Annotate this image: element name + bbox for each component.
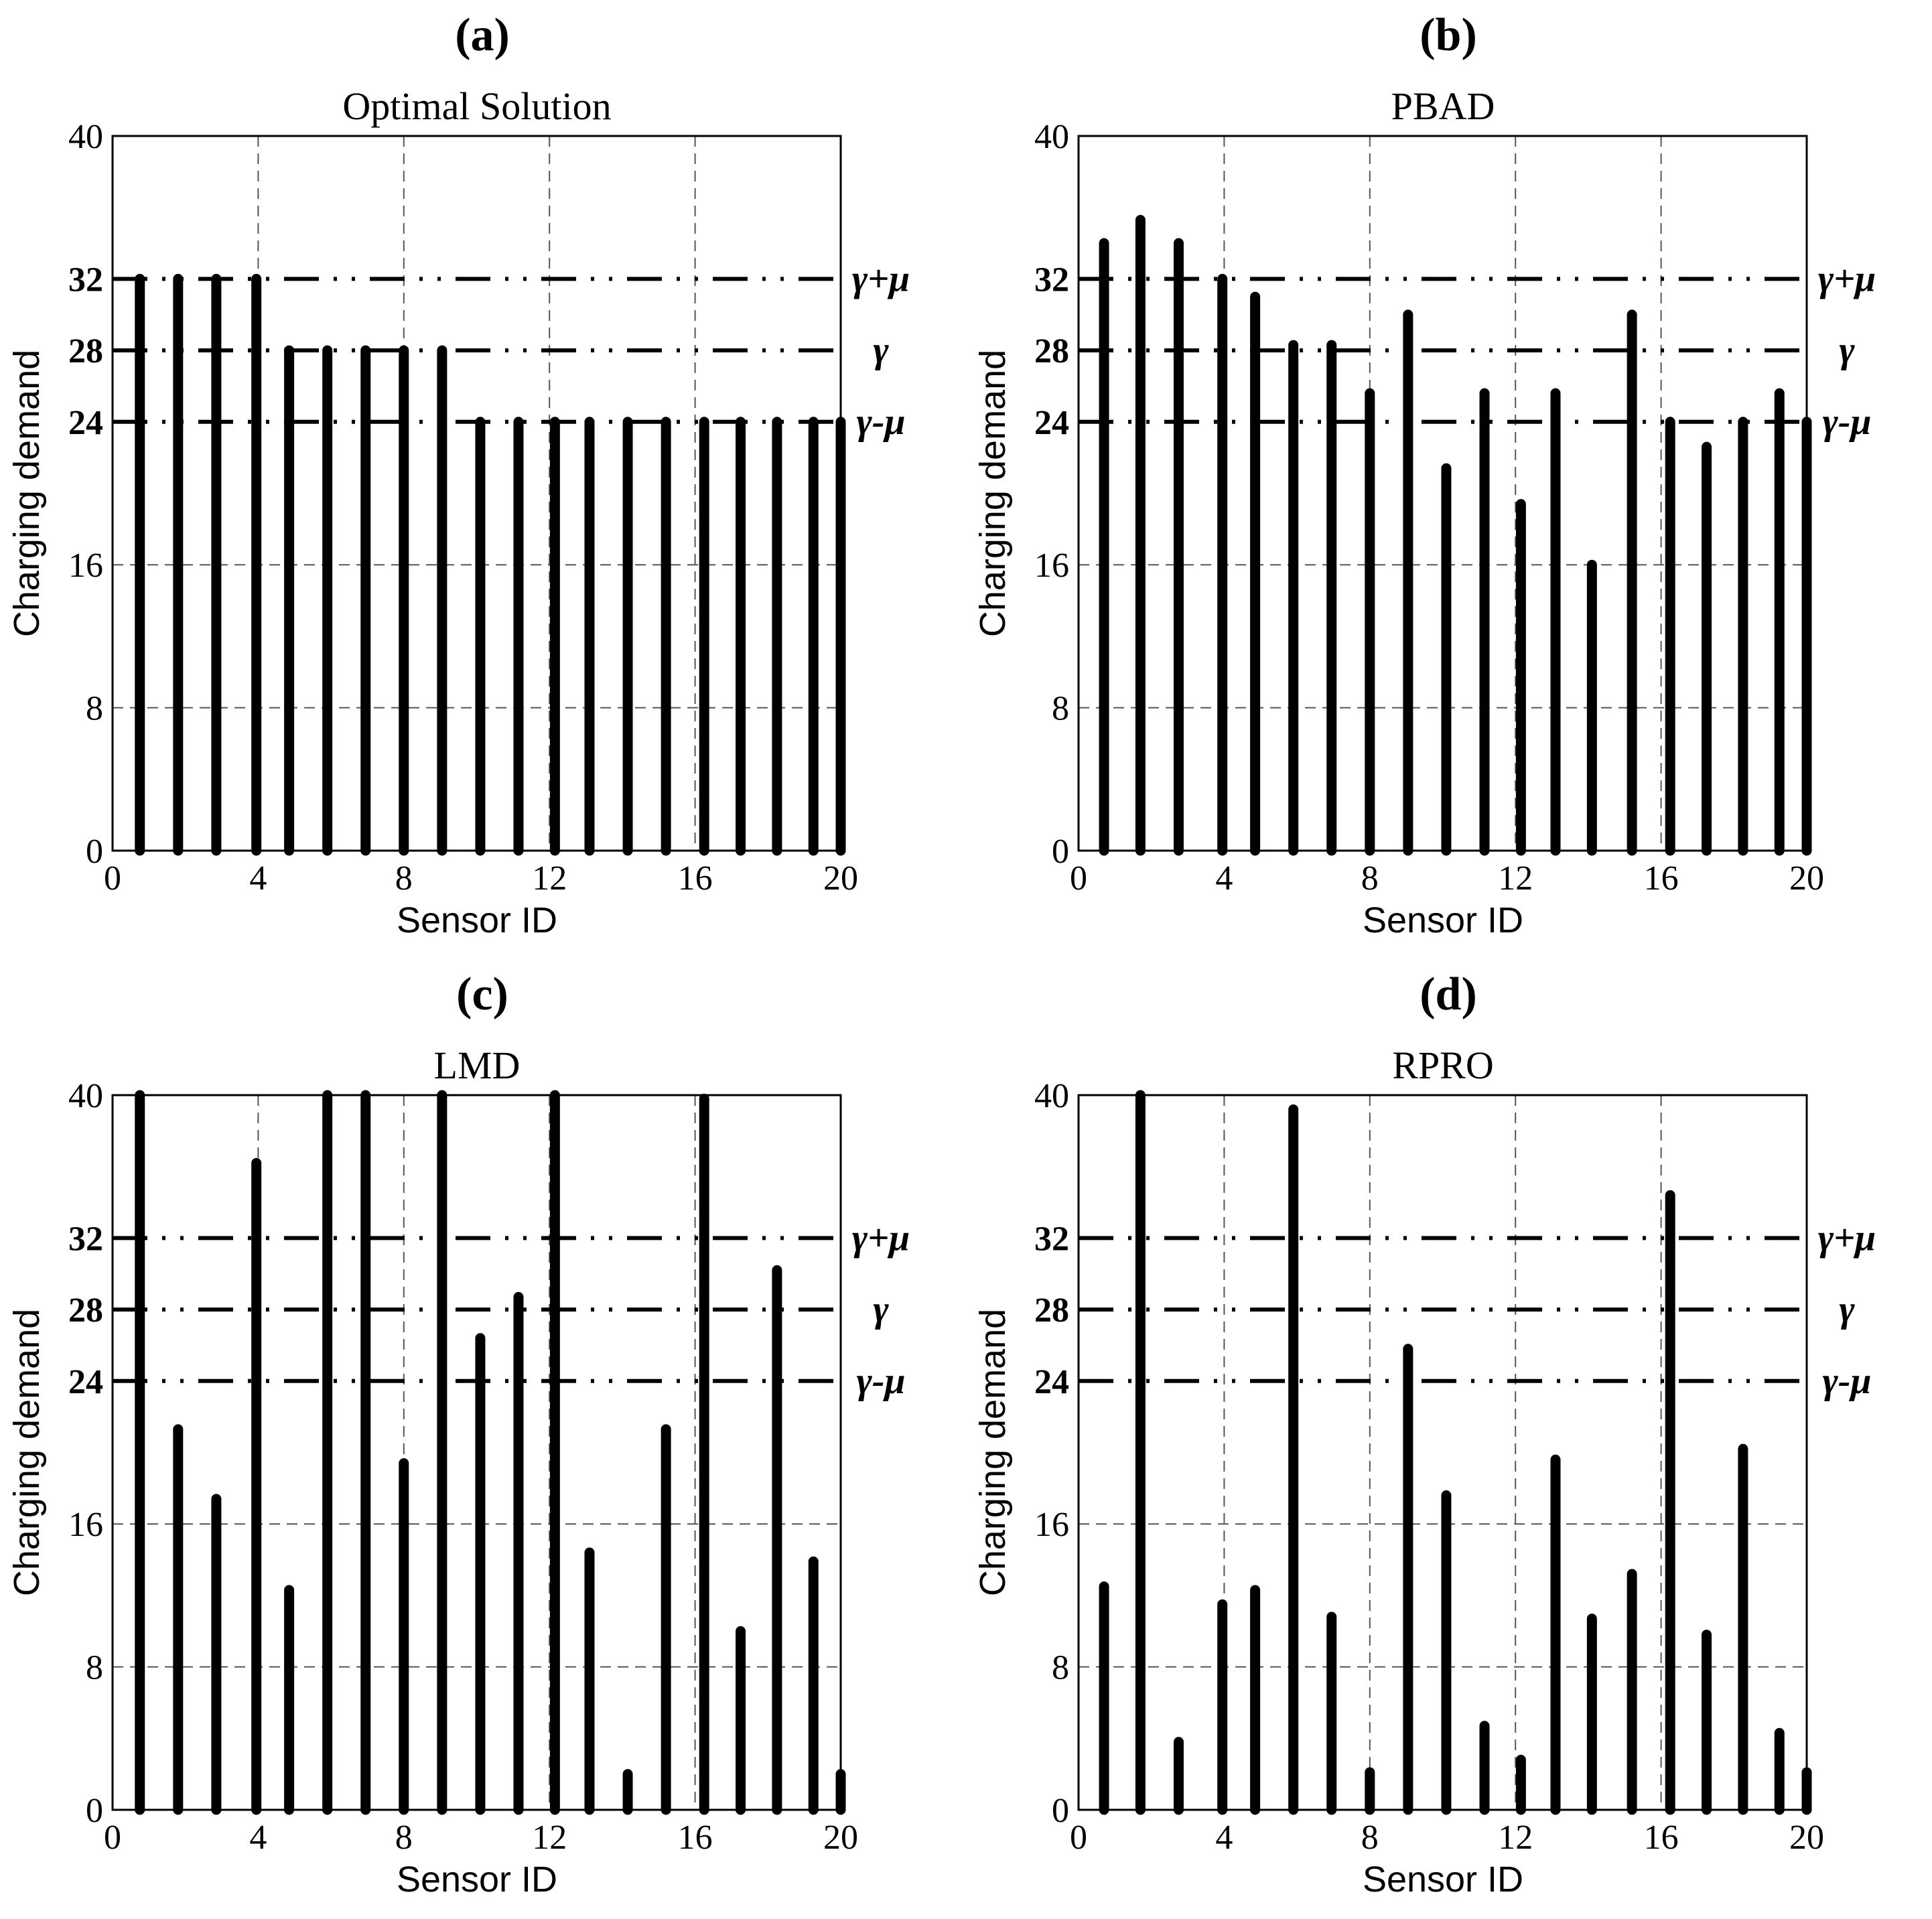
reference-label: γ <box>1839 1289 1855 1330</box>
x-tick-label: 12 <box>532 859 567 898</box>
y-tick-label: 16 <box>68 547 103 585</box>
x-tick-label: 0 <box>1070 1819 1087 1857</box>
y-tick-label: 8 <box>1052 690 1069 728</box>
x-tick-label: 16 <box>1644 859 1679 898</box>
y-tick-label: 0 <box>1052 833 1069 871</box>
chart-title: LMD <box>434 1044 521 1087</box>
chart-panel-d: (d) RPRO γ+μ γ γ-μ 0 4 8 12 16 20 0 8 16 24 28 32 40 Senso… <box>966 959 1932 1918</box>
chart-title: Optimal Solution <box>342 84 611 128</box>
x-tick-label: 4 <box>249 859 267 898</box>
x-axis-label: Sensor ID <box>1363 900 1523 940</box>
y-tick-label: 40 <box>68 1077 103 1115</box>
reference-label: γ <box>1839 330 1855 371</box>
x-tick-label: 8 <box>1361 1819 1379 1857</box>
x-tick-label: 16 <box>1644 1819 1679 1857</box>
x-tick-label: 12 <box>532 1819 567 1857</box>
x-tick-label: 4 <box>249 1819 267 1857</box>
plot-frame <box>111 135 842 852</box>
y-tick-label: 8 <box>86 690 103 728</box>
y-tick-label: 40 <box>1034 1077 1069 1115</box>
chart-panel-b: (b) PBAD γ+μ γ γ-μ 0 4 8 12 16 20 0 8 16 24 28 32 40 Senso… <box>966 0 1932 959</box>
y-axis-label: Charging demand <box>7 350 47 637</box>
reference-label: γ-μ <box>1822 1360 1871 1402</box>
x-tick-label: 8 <box>395 859 413 898</box>
y-tick-label: 24 <box>1034 1363 1069 1401</box>
x-tick-label: 4 <box>1215 1819 1233 1857</box>
chart-svg: (a) Optimal Solution γ+μ γ γ-μ 0 4 8 12 16 20 0 8 16 2… <box>7 9 910 940</box>
reference-label: γ <box>873 1289 889 1330</box>
reference-label: γ+μ <box>852 258 910 299</box>
reference-label: γ-μ <box>856 401 905 443</box>
y-tick-label: 16 <box>1034 1506 1069 1544</box>
x-axis-label: Sensor ID <box>1363 1859 1523 1900</box>
x-tick-label: 20 <box>1789 1819 1824 1857</box>
x-tick-label: 0 <box>104 859 121 898</box>
y-tick-label: 0 <box>86 833 103 871</box>
x-axis-label: Sensor ID <box>397 1859 557 1900</box>
y-tick-label: 28 <box>68 332 103 370</box>
panel-label: (c) <box>456 969 508 1020</box>
panel-label: (a) <box>455 9 510 61</box>
chart-svg: (d) RPRO γ+μ γ γ-μ 0 4 8 12 16 20 0 8 16 24 28 32 40 Senso… <box>973 969 1876 1900</box>
x-tick-label: 20 <box>1789 859 1824 898</box>
reference-label: γ-μ <box>856 1360 905 1402</box>
panel-label: (b) <box>1420 9 1477 61</box>
x-tick-label: 20 <box>823 859 858 898</box>
plot-frame <box>1077 135 1808 852</box>
y-tick-label: 0 <box>86 1792 103 1830</box>
panel-label: (d) <box>1420 969 1477 1020</box>
plot-frame <box>1077 1094 1808 1811</box>
reference-label: γ+μ <box>1818 1217 1876 1259</box>
reference-label: γ+μ <box>1818 258 1876 299</box>
y-tick-label: 0 <box>1052 1792 1069 1830</box>
y-axis-label: Charging demand <box>973 1309 1013 1596</box>
reference-label: γ+μ <box>852 1217 910 1259</box>
y-tick-label: 8 <box>86 1649 103 1687</box>
y-tick-label: 8 <box>1052 1649 1069 1687</box>
x-tick-label: 8 <box>1361 859 1379 898</box>
reference-label: γ-μ <box>1822 401 1871 443</box>
x-tick-label: 0 <box>1070 859 1087 898</box>
y-tick-label: 28 <box>1034 332 1069 370</box>
x-tick-label: 12 <box>1498 1819 1533 1857</box>
chart-title: RPRO <box>1392 1044 1494 1087</box>
y-tick-label: 32 <box>1034 1220 1069 1258</box>
chart-title: PBAD <box>1391 84 1495 128</box>
x-tick-label: 16 <box>678 859 713 898</box>
y-tick-label: 40 <box>1034 118 1069 156</box>
y-tick-label: 24 <box>68 1363 103 1401</box>
y-tick-label: 16 <box>68 1506 103 1544</box>
chart-svg: (b) PBAD γ+μ γ γ-μ 0 4 8 12 16 20 0 8 16 24 28 32 40 Senso… <box>973 9 1876 940</box>
y-tick-label: 32 <box>1034 261 1069 299</box>
x-axis-label: Sensor ID <box>397 900 557 940</box>
y-tick-label: 28 <box>68 1291 103 1330</box>
reference-label: γ <box>873 330 889 371</box>
x-tick-label: 4 <box>1215 859 1233 898</box>
x-tick-label: 20 <box>823 1819 858 1857</box>
y-tick-label: 40 <box>68 118 103 156</box>
x-tick-label: 16 <box>678 1819 713 1857</box>
y-axis-label: Charging demand <box>973 350 1013 637</box>
x-tick-label: 8 <box>395 1819 413 1857</box>
chart-panel-a: (a) Optimal Solution γ+μ γ γ-μ 0 4 8 12 16 20 0 8 16 2… <box>0 0 966 959</box>
y-tick-label: 32 <box>68 1220 103 1258</box>
chart-svg: (c) LMD γ+μ γ γ-μ 0 4 8 12 16 20 0 8 16 24 28 32 40 Sensor… <box>7 969 910 1900</box>
y-axis-label: Charging demand <box>7 1309 47 1596</box>
y-tick-label: 28 <box>1034 1291 1069 1330</box>
y-tick-label: 32 <box>68 261 103 299</box>
chart-panel-c: (c) LMD γ+μ γ γ-μ 0 4 8 12 16 20 0 8 16 24 28 32 40 Sensor… <box>0 959 966 1918</box>
x-tick-label: 0 <box>104 1819 121 1857</box>
y-tick-label: 24 <box>1034 404 1069 442</box>
x-tick-label: 12 <box>1498 859 1533 898</box>
plot-frame <box>111 1094 842 1811</box>
y-tick-label: 16 <box>1034 547 1069 585</box>
y-tick-label: 24 <box>68 404 103 442</box>
